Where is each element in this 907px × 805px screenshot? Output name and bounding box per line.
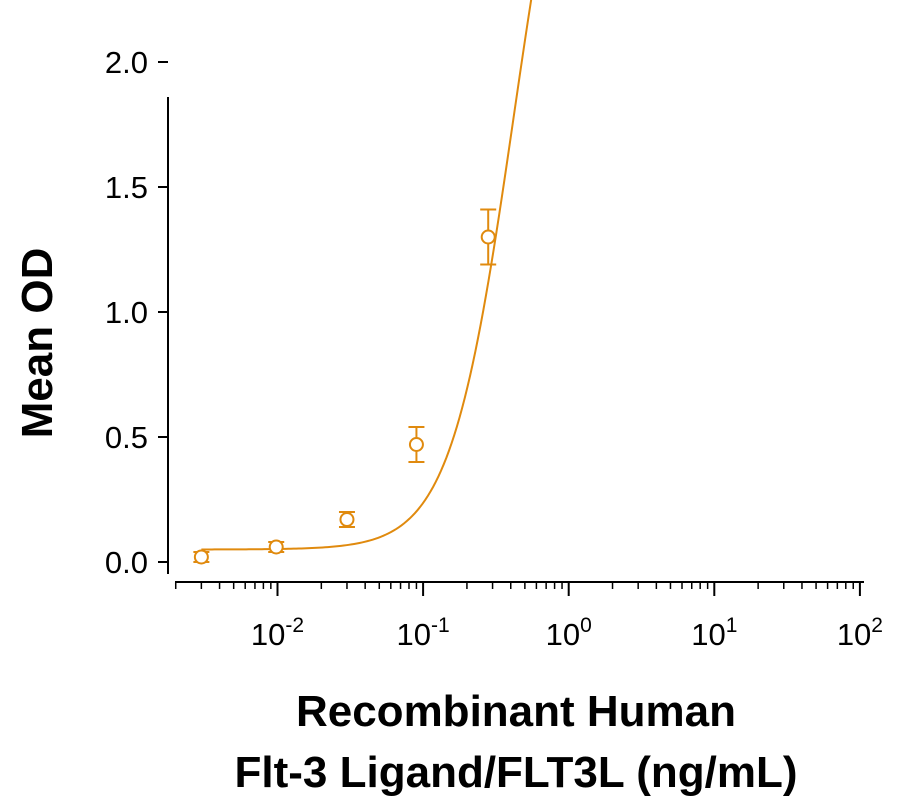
x-axis-title-line-1: Recombinant Human (296, 687, 736, 736)
data-point (268, 539, 284, 555)
x-tick-exponent: 0 (580, 614, 592, 637)
x-tick-base: 10 (397, 617, 431, 652)
x-tick-label: 102 (837, 614, 883, 652)
x-tick-base: 10 (691, 617, 725, 652)
y-axis-title: Mean OD (13, 248, 62, 439)
x-axis: 10-2 10-1 100 101 102 (174, 581, 883, 652)
data-point (193, 549, 209, 565)
y-tick-label: 2.0 (105, 45, 148, 80)
data-point-group (338, 511, 355, 528)
fit-curve (201, 0, 533, 551)
x-tick-label: 101 (691, 614, 737, 652)
x-tick-exponent: 2 (871, 614, 883, 637)
plot-area (193, 0, 533, 565)
data-point (408, 437, 424, 452)
x-tick-base: 10 (837, 617, 871, 652)
x-tick-label: 10-1 (397, 614, 450, 652)
x-tick-base: 10 (546, 617, 580, 652)
axis-titles: Mean OD Recombinant Human Flt-3 Ligand/F… (13, 248, 797, 797)
x-tick-base: 10 (251, 617, 285, 652)
y-axis: 0.00.51.01.52.02.53.03.5 (105, 45, 169, 580)
data-point-group (480, 208, 497, 266)
x-tick-exponent: -2 (285, 614, 304, 637)
x-tick-exponent: -1 (431, 614, 450, 637)
y-tick-label: 0.0 (105, 545, 148, 580)
x-tick-label: 10-2 (251, 614, 304, 652)
data-point-group (408, 426, 425, 463)
y-tick-label: 0.5 (105, 420, 148, 455)
data-point-group (193, 549, 210, 565)
x-tick-exponent: 1 (726, 614, 738, 637)
y-tick-label: 1.0 (105, 295, 148, 330)
data-point-group (268, 539, 285, 555)
y-tick-label: 1.5 (105, 170, 148, 205)
x-axis-title-line-2: Flt-3 Ligand/FLT3L (ng/mL) (235, 748, 798, 797)
data-point (480, 229, 496, 245)
data-point (339, 512, 355, 527)
x-tick-label: 100 (546, 614, 592, 652)
